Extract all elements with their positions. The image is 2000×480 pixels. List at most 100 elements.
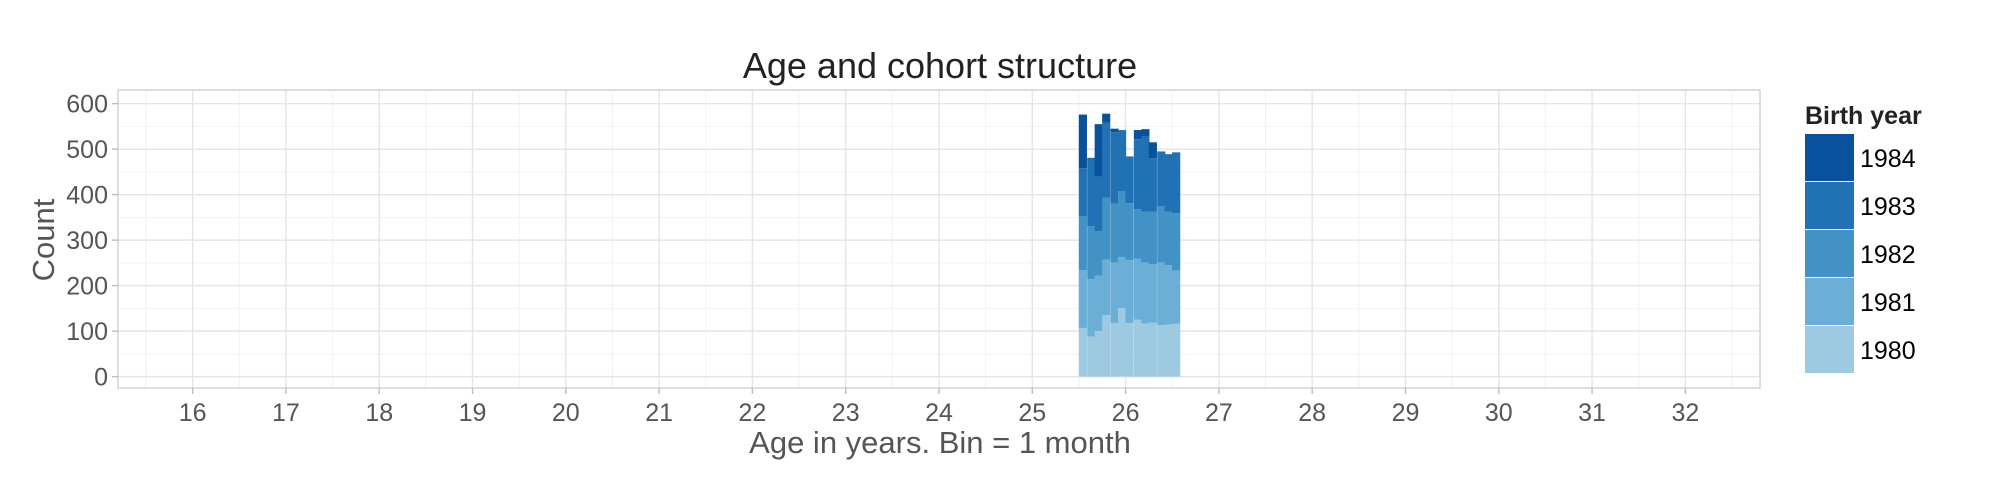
y-axis-title: Count bbox=[26, 198, 61, 281]
bar-segment-1982 bbox=[1172, 213, 1181, 271]
bar-segment-1983 bbox=[1117, 130, 1127, 192]
bar-segment-1982 bbox=[1164, 211, 1173, 266]
bar-segment-1983 bbox=[1094, 176, 1103, 232]
bar-segment-1984 bbox=[1110, 128, 1119, 133]
y-tick-label: 400 bbox=[66, 182, 108, 210]
bar-segment-1984 bbox=[1148, 142, 1157, 159]
bar-segment-1984 bbox=[1094, 124, 1103, 177]
x-tick-label: 24 bbox=[925, 399, 953, 427]
plot-area: 16 17 18 19 20 21 22 23 24 25 26 27 28 29 30 31 32 0 100 20… bbox=[66, 89, 1761, 427]
bar-segment-1982 bbox=[1094, 231, 1103, 276]
bar-segment-1981 bbox=[1164, 265, 1173, 325]
bar-segment-1980 bbox=[1125, 322, 1134, 377]
bar-segment-1982 bbox=[1110, 203, 1119, 263]
legend-label-1980: 1980 bbox=[1860, 337, 1916, 365]
x-tick-label: 19 bbox=[459, 399, 487, 427]
bar-segment-1983 bbox=[1141, 136, 1150, 212]
chart-title: Age and cohort structure bbox=[743, 45, 1137, 86]
bar-segment-1982 bbox=[1087, 226, 1096, 280]
bar-segment-1984 bbox=[1078, 114, 1087, 169]
bar-segment-1983 bbox=[1157, 151, 1166, 207]
bar-segment-1983 bbox=[1110, 132, 1119, 204]
x-tick-label: 18 bbox=[365, 399, 393, 427]
x-tick-label: 17 bbox=[272, 399, 300, 427]
bar-segment-1983 bbox=[1102, 122, 1111, 198]
bar-segment-1983 bbox=[1087, 157, 1096, 227]
x-tick-label: 16 bbox=[179, 399, 207, 427]
bar-segment-1981 bbox=[1141, 262, 1150, 324]
bar-segment-1981 bbox=[1148, 264, 1157, 323]
bar-segment-1981 bbox=[1117, 256, 1127, 308]
x-tick-label: 28 bbox=[1298, 399, 1326, 427]
legend-key-1980 bbox=[1805, 326, 1854, 373]
y-tick-label: 300 bbox=[66, 227, 108, 255]
bar-segment-1980 bbox=[1141, 323, 1150, 377]
bar-segment-1981 bbox=[1125, 260, 1134, 323]
bar-segment-1982 bbox=[1141, 211, 1150, 263]
bar-segment-1981 bbox=[1094, 275, 1103, 332]
y-tick-label: 200 bbox=[66, 273, 108, 301]
bar-segment-1980 bbox=[1133, 319, 1143, 377]
bar-segment-1982 bbox=[1148, 211, 1157, 265]
bar-segment-1981 bbox=[1087, 279, 1096, 337]
bar-segment-1980 bbox=[1078, 327, 1087, 377]
legend: 1984 1983 1982 1981 1980 bbox=[1805, 134, 1916, 373]
y-tick-label: 0 bbox=[94, 364, 108, 392]
legend-label-1981: 1981 bbox=[1860, 289, 1916, 317]
bar-segment-1984 bbox=[1133, 130, 1143, 140]
legend-label-1983: 1983 bbox=[1860, 193, 1916, 221]
bar-segment-1980 bbox=[1117, 307, 1127, 377]
x-tick-label: 29 bbox=[1392, 399, 1420, 427]
bar-segment-1983 bbox=[1148, 158, 1157, 212]
bar-segment-1981 bbox=[1172, 270, 1181, 324]
x-tick-label: 22 bbox=[739, 399, 767, 427]
bar-segment-1982 bbox=[1125, 203, 1134, 261]
bar-segment-1984 bbox=[1102, 113, 1111, 123]
y-tick-label: 100 bbox=[66, 318, 108, 346]
bar-segment-1983 bbox=[1133, 139, 1143, 210]
x-axis-title: Age in years. Bin = 1 month bbox=[749, 425, 1131, 460]
bar-segment-1980 bbox=[1148, 322, 1157, 377]
bar-segment-1980 bbox=[1157, 325, 1166, 377]
bar-segment-1981 bbox=[1078, 270, 1087, 328]
bar-segment-1980 bbox=[1110, 322, 1119, 377]
x-tick-label: 25 bbox=[1018, 399, 1046, 427]
legend-key-1982 bbox=[1805, 230, 1854, 277]
bar-segment-1982 bbox=[1117, 191, 1127, 257]
x-tick-label: 32 bbox=[1671, 399, 1699, 427]
x-tick-label: 31 bbox=[1578, 399, 1606, 427]
bar-segment-1980 bbox=[1172, 323, 1181, 377]
bar-segment-1981 bbox=[1110, 262, 1119, 323]
bar-segment-1983 bbox=[1078, 168, 1087, 217]
bar-segment-1982 bbox=[1078, 216, 1087, 271]
y-tick-label: 600 bbox=[66, 91, 108, 119]
bar-segment-1983 bbox=[1164, 154, 1173, 212]
legend-label-1984: 1984 bbox=[1860, 145, 1916, 173]
bar-segment-1981 bbox=[1102, 259, 1111, 316]
x-tick-label: 30 bbox=[1485, 399, 1513, 427]
legend-key-1984 bbox=[1805, 134, 1854, 181]
bar-segment-1983 bbox=[1125, 156, 1134, 204]
bar-segment-1981 bbox=[1157, 262, 1166, 326]
bar-segment-1984 bbox=[1141, 129, 1150, 137]
legend-key-1981 bbox=[1805, 278, 1854, 325]
legend-title: Birth year bbox=[1805, 102, 1922, 130]
bar-segment-1980 bbox=[1087, 336, 1096, 377]
bar-segment-1982 bbox=[1157, 206, 1166, 263]
x-tick-label: 23 bbox=[832, 399, 860, 427]
x-tick-label: 20 bbox=[552, 399, 580, 427]
y-tick-label: 500 bbox=[66, 136, 108, 164]
x-tick-label: 27 bbox=[1205, 399, 1233, 427]
legend-key-1983 bbox=[1805, 182, 1854, 229]
bar-segment-1983 bbox=[1172, 152, 1181, 214]
x-tick-label: 21 bbox=[645, 399, 673, 427]
bar-segment-1981 bbox=[1133, 258, 1143, 320]
bar-segment-1980 bbox=[1094, 331, 1103, 377]
legend-label-1982: 1982 bbox=[1860, 241, 1916, 269]
x-tick-label: 26 bbox=[1112, 399, 1140, 427]
bar-segment-1980 bbox=[1102, 315, 1111, 377]
bar-segment-1980 bbox=[1164, 324, 1173, 377]
bar-segment-1982 bbox=[1133, 209, 1143, 259]
